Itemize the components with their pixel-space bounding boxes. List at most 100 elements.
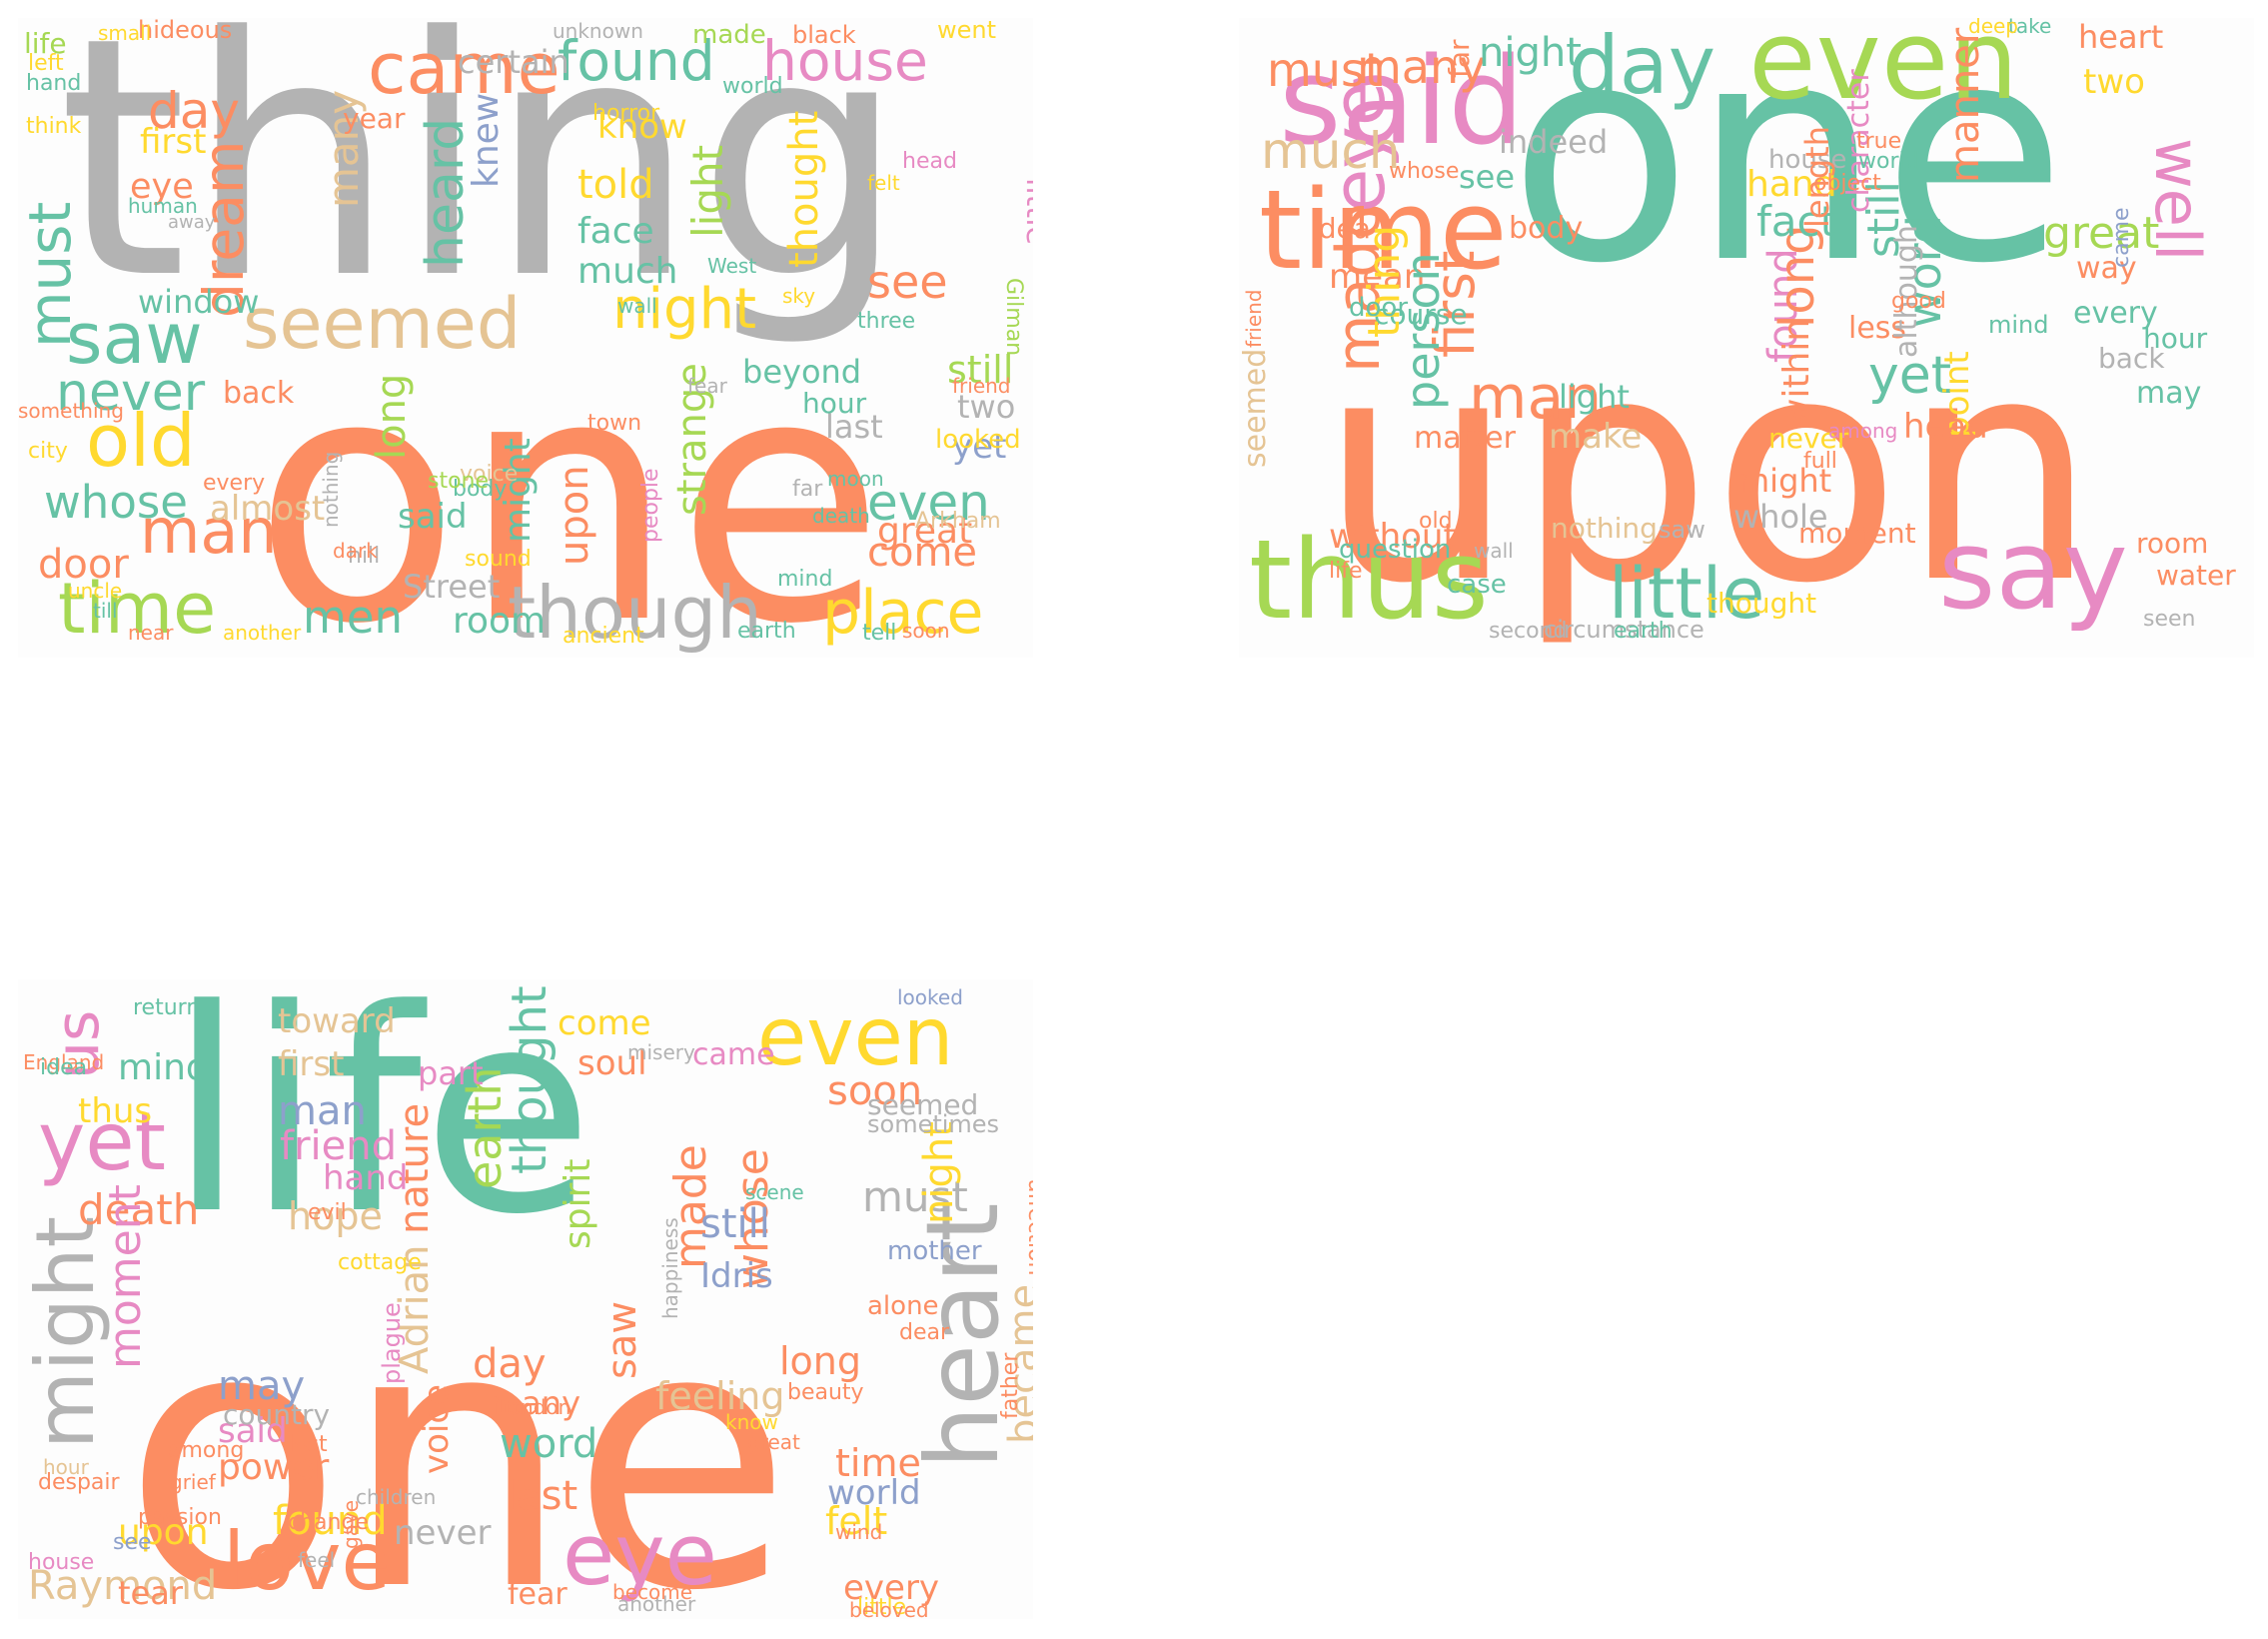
cloud-1-word: ancient bbox=[563, 624, 644, 649]
cloud-3-word: beloved bbox=[849, 1598, 929, 1619]
cloud-2-word: hour bbox=[2143, 322, 2208, 355]
cloud-2-word: day bbox=[1569, 19, 1715, 112]
cloud-1-word: year bbox=[343, 102, 406, 135]
cloud-1-word: made bbox=[692, 20, 766, 50]
word-cloud-2: upon one said even day time eye thus say little we… bbox=[1239, 18, 2254, 658]
cloud-1-word: house bbox=[762, 29, 928, 93]
cloud-2-word: see bbox=[1459, 158, 1515, 196]
cloud-2-word: said bbox=[1279, 33, 1525, 172]
cloud-2-word: body bbox=[1509, 211, 1583, 246]
cloud-3-word: Adrian bbox=[392, 1245, 438, 1374]
cloud-3-word: yet bbox=[38, 1095, 166, 1188]
cloud-3-word: found bbox=[273, 1498, 388, 1544]
cloud-1-word: never bbox=[56, 363, 206, 423]
cloud-1-word: sound bbox=[465, 547, 532, 572]
cloud-1-word: nothing bbox=[319, 452, 343, 528]
cloud-3-word: seemed bbox=[867, 1088, 978, 1121]
cloud-1-word: told bbox=[577, 162, 654, 208]
cloud-1-word: friend bbox=[952, 374, 1011, 398]
cloud-2-word: long bbox=[1769, 224, 1825, 328]
cloud-3-word: felt bbox=[825, 1499, 887, 1543]
cloud-1-word: saw bbox=[66, 298, 203, 380]
cloud-2-word: time bbox=[1259, 166, 1508, 294]
cloud-3-word: see bbox=[113, 1530, 152, 1555]
cloud-3-word: feeling bbox=[655, 1374, 784, 1418]
cloud-3-word: mind bbox=[118, 1047, 209, 1088]
cloud-3-word: spirit bbox=[558, 1158, 598, 1249]
cloud-2-word: good bbox=[1891, 289, 1946, 314]
cloud-1-word: yet bbox=[952, 427, 1006, 467]
cloud-1-word: beyond bbox=[742, 353, 861, 391]
cloud-2-word: first bbox=[1423, 251, 1487, 358]
cloud-1-word: even bbox=[867, 474, 990, 532]
cloud-3-word: friend bbox=[280, 1123, 397, 1169]
cloud-2-word: one bbox=[1509, 18, 2066, 329]
cloud-2-word: fact bbox=[1756, 197, 1836, 246]
cloud-1-word: almost bbox=[210, 489, 325, 529]
cloud-1-word: city bbox=[28, 439, 68, 464]
cloud-1-word: come bbox=[867, 530, 977, 576]
cloud-2-word: door bbox=[1349, 293, 1408, 323]
cloud-3-word: know bbox=[725, 1410, 778, 1434]
cloud-1-word: whose bbox=[44, 476, 188, 529]
cloud-3-word: must bbox=[862, 1172, 968, 1221]
cloud-1-word: eye bbox=[130, 167, 194, 207]
cloud-1-word: know bbox=[597, 107, 687, 147]
cloud-3-word: love bbox=[223, 1515, 391, 1608]
cloud-1-word: upon bbox=[552, 465, 597, 566]
cloud-3-word: man bbox=[278, 1088, 367, 1134]
cloud-2-word: within bbox=[1776, 319, 1817, 428]
cloud-3-word: cottage bbox=[338, 1250, 422, 1275]
cloud-3-word: fear bbox=[508, 1577, 567, 1612]
cloud-3-word: Idris bbox=[700, 1256, 773, 1296]
cloud-2-word: point bbox=[1937, 351, 1977, 438]
cloud-1-word: head bbox=[902, 149, 957, 174]
cloud-1-word: face bbox=[577, 211, 654, 252]
cloud-1-word: death bbox=[812, 504, 870, 528]
cloud-2-word: course bbox=[1374, 298, 1468, 331]
cloud-3-word: change bbox=[288, 1510, 369, 1535]
cloud-3-word: heart bbox=[904, 1202, 1021, 1469]
cloud-3-word: soul bbox=[577, 1043, 647, 1083]
cloud-2-word: true bbox=[1856, 129, 1901, 154]
cloud-2-word: indeed bbox=[1499, 123, 1608, 161]
cloud-1-word: moon bbox=[827, 467, 884, 491]
cloud-1-word: place bbox=[822, 578, 983, 648]
cloud-3-word: Raymond bbox=[28, 1563, 217, 1609]
cloud-1-word: earth bbox=[737, 619, 796, 644]
cloud-3-word: toward bbox=[278, 1001, 396, 1041]
cloud-2-word: friend bbox=[1242, 290, 1266, 349]
cloud-1-word: much bbox=[577, 251, 678, 292]
cloud-3-word: dear bbox=[899, 1320, 950, 1345]
cloud-1-word: tell bbox=[862, 621, 896, 646]
word-cloud-3: one life even heart might yet us eye love thought… bbox=[18, 979, 1033, 1619]
cloud-3-word: never bbox=[394, 1513, 492, 1553]
cloud-1-word: wall bbox=[617, 294, 657, 318]
cloud-2-word: man bbox=[1469, 363, 1602, 433]
cloud-1-word: dream bbox=[192, 141, 256, 318]
cloud-1-word: door bbox=[38, 542, 129, 588]
cloud-2-word: eye bbox=[1317, 82, 1401, 213]
cloud-3-word: voice bbox=[417, 1384, 457, 1474]
cloud-1-word: though bbox=[508, 571, 762, 655]
cloud-1-word: soon bbox=[902, 619, 950, 643]
cloud-3-word: came bbox=[692, 1037, 775, 1072]
cloud-1-word: people bbox=[638, 468, 663, 543]
cloud-3-word: saw bbox=[599, 1301, 645, 1379]
cloud-3-word: despair bbox=[38, 1470, 121, 1495]
cloud-3-word: return bbox=[133, 995, 200, 1020]
cloud-1-word: found bbox=[558, 29, 715, 93]
cloud-2-word: still bbox=[1858, 181, 1909, 258]
cloud-1-word: see bbox=[867, 255, 948, 309]
cloud-2-word: way bbox=[2076, 251, 2137, 286]
cloud-3-word: made bbox=[665, 1144, 716, 1269]
cloud-1-word: little bbox=[1019, 178, 1033, 245]
cloud-1-word: hill bbox=[348, 544, 380, 569]
cloud-3-word: last bbox=[506, 1473, 577, 1519]
cloud-3-word: London bbox=[498, 1395, 570, 1419]
cloud-1-word: window bbox=[138, 283, 259, 321]
cloud-1-word: world bbox=[722, 74, 783, 99]
cloud-3-word: house bbox=[28, 1550, 94, 1575]
